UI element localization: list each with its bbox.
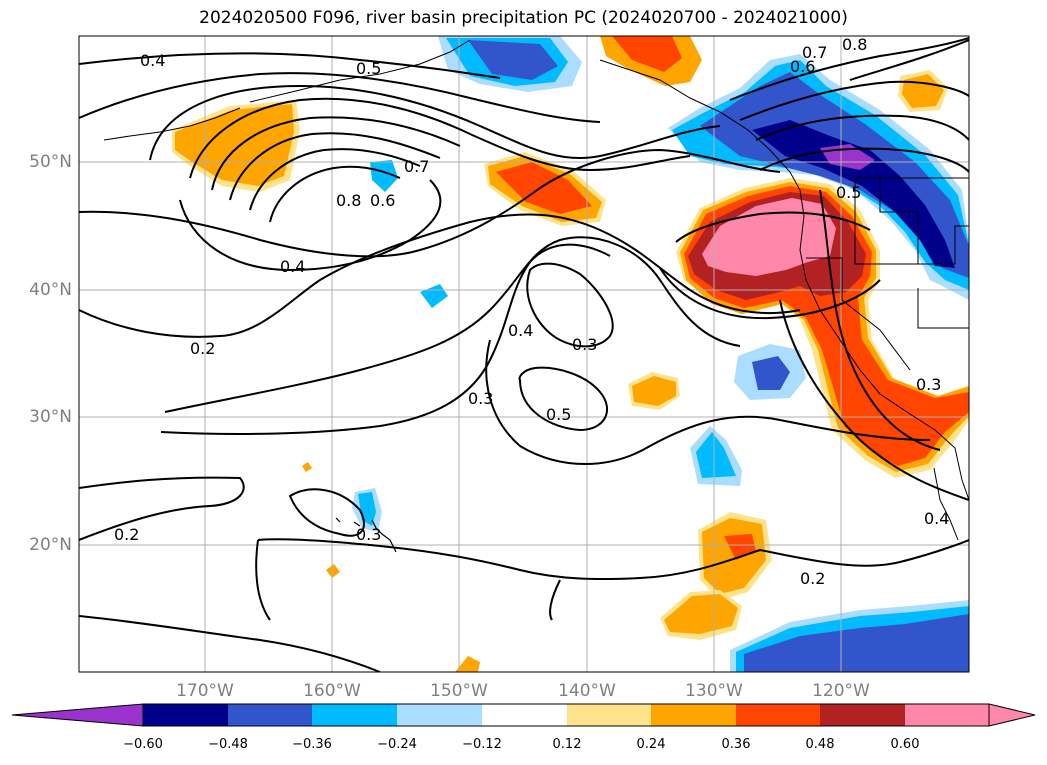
contour-label: 0.6 (790, 57, 815, 76)
colorbar-segment (651, 704, 736, 726)
lat-label: 30°N (29, 407, 72, 427)
anomaly-pos-south-b-core (664, 594, 738, 634)
colorbar-segment (312, 704, 397, 726)
contour-label: 0.7 (802, 43, 827, 62)
anomaly-pos-dot-2 (326, 564, 340, 578)
colorbar-segment (905, 704, 989, 726)
colorbar-segment (228, 704, 312, 726)
colorbar-tick-label: −0.12 (462, 737, 502, 752)
contour-label: 0.6 (370, 191, 395, 210)
colorbar-segment (567, 704, 651, 726)
contour-label: 0.3 (572, 335, 597, 354)
lon-label: 140°W (558, 681, 616, 701)
contour-label: 0.3 (356, 525, 381, 544)
colorbar (11, 703, 1036, 727)
anomaly-neg-small-2 (420, 284, 448, 308)
lon-label: 120°W (812, 681, 870, 701)
anomaly-neg-sw1-core (752, 356, 790, 390)
plot-frame (78, 35, 970, 673)
anomaly-neg-small-1 (370, 160, 398, 192)
lat-label: 40°N (29, 280, 72, 300)
colorbar-segment (482, 704, 567, 726)
lon-label: 150°W (430, 681, 488, 701)
contour-label: 0.4 (140, 51, 165, 70)
colorbar-segment (143, 704, 228, 726)
anomaly-pos-small-a-core (632, 376, 676, 406)
colorbar-tick-label: 0.48 (805, 737, 835, 752)
contour-label: 0.4 (280, 257, 305, 276)
colorbar-frame (142, 703, 990, 727)
lat-label: 50°N (29, 152, 72, 172)
anomaly-neg-south-deep (744, 614, 969, 672)
anomaly-pos-south-c (455, 656, 480, 672)
contour-label: 0.4 (924, 509, 949, 528)
anomaly-neg-gulf-alaska-deep (468, 40, 558, 80)
contour-label-group: 0.4 0.5 0.7 0.8 0.6 0.8 0.7 0.6 0.4 0.2 … (114, 35, 949, 588)
colorbar-extend-max (988, 703, 1036, 727)
colorbar-segment (397, 704, 482, 726)
anomaly-pos-dot-1 (302, 462, 312, 472)
contour-label: 0.3 (468, 389, 493, 408)
graticule (79, 36, 969, 672)
contour-label: 0.8 (336, 191, 361, 210)
coastlines (103, 39, 969, 553)
contour-label: 0.4 (508, 321, 533, 340)
colorbar-extend-min (11, 703, 144, 727)
contours (79, 37, 969, 672)
colorbar-tick-label: 0.36 (721, 737, 751, 752)
colorbar-tick-label: −0.36 (292, 737, 332, 752)
contour-label: 0.5 (356, 59, 381, 78)
colorbar-tick-label: 0.24 (636, 737, 666, 752)
anomaly-pos-north-rim-deep (612, 36, 682, 72)
lat-label: 20°N (29, 535, 72, 555)
colorbar-tick-label: 0.12 (552, 737, 582, 752)
colorbar-tick-label: −0.48 (208, 737, 248, 752)
colorbar-segment (736, 704, 820, 726)
contour-label: 0.2 (190, 339, 215, 358)
colorbar-tick-label: −0.60 (123, 737, 163, 752)
lon-label: 160°W (303, 681, 361, 701)
lon-label: 170°W (176, 681, 234, 701)
contour-label: 0.2 (800, 569, 825, 588)
contour-label: 0.7 (404, 157, 429, 176)
anomaly-neg-sw2-core (696, 432, 736, 478)
colorbar-tick-label: −0.24 (377, 737, 417, 752)
anomaly-neg-bc-navy (752, 120, 955, 268)
contour-label: 0.2 (114, 525, 139, 544)
contour-label: 0.5 (836, 183, 861, 202)
contour-label: 0.8 (842, 35, 867, 54)
lon-label: 130°W (685, 681, 743, 701)
colorbar-tick-label: 0.60 (890, 737, 920, 752)
contour-label: 0.3 (916, 375, 941, 394)
anomaly-pos-midpac-deep (496, 162, 592, 214)
anomaly-neg-bc-deep (700, 72, 969, 278)
contour-label: 0.5 (546, 405, 571, 424)
map-title: 2024020500 F096, river basin precipitati… (199, 8, 848, 28)
colorbar-segment (820, 704, 905, 726)
